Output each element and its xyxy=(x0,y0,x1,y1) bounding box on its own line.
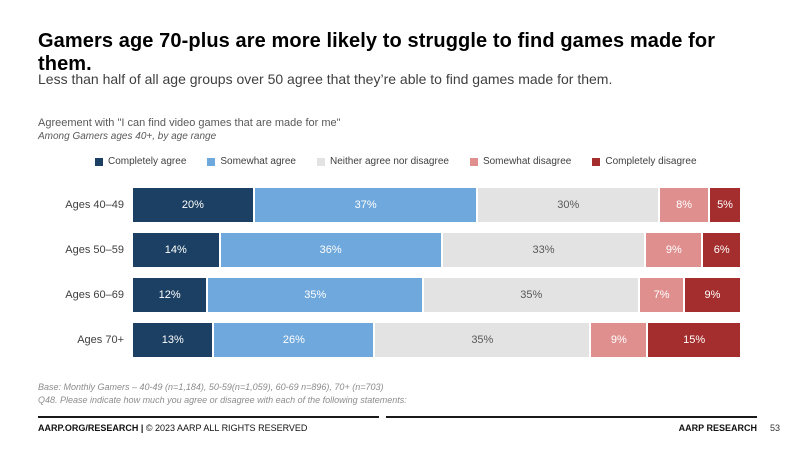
chart-row: Ages 70+ 13% 26% 35% 9% 15% xyxy=(38,323,740,357)
row-label: Ages 40–49 xyxy=(65,199,124,211)
bar-segment: 26% xyxy=(214,323,374,357)
legend-swatch-icon xyxy=(592,157,601,166)
legend-label: Completely agree xyxy=(108,156,187,167)
footer-divider-right xyxy=(386,416,757,418)
footer-brand: AARP.ORG/RESEARCH | xyxy=(38,423,144,433)
bar-segment: 9% xyxy=(646,233,702,267)
footer-divider xyxy=(38,416,757,418)
bar-segment: 35% xyxy=(208,278,423,312)
legend-item: Somewhat disagree xyxy=(469,156,572,167)
legend-item: Completely agree xyxy=(95,156,186,167)
bar-segment: 9% xyxy=(684,278,740,312)
row-label: Ages 70+ xyxy=(77,334,124,346)
row-label: Ages 50–59 xyxy=(65,244,124,256)
footer-copyright: © 2023 AARP ALL RIGHTS RESERVED xyxy=(143,423,308,433)
footer-left-text: AARP.ORG/RESEARCH | © 2023 AARP ALL RIGH… xyxy=(38,423,307,433)
footnote-line: Q48. Please indicate how much you agree … xyxy=(38,395,407,405)
legend-label: Neither agree nor disagree xyxy=(329,156,449,167)
page-number: 53 xyxy=(769,423,780,433)
stacked-bar: 14% 36% 33% 9% 6% xyxy=(133,233,741,267)
bar-segment: 5% xyxy=(710,188,740,222)
bar-segment: 9% xyxy=(591,323,647,357)
bar-segment: 35% xyxy=(375,323,590,357)
legend-item: Neither agree nor disagree xyxy=(316,156,449,167)
bar-segment: 12% xyxy=(133,278,207,312)
bar-segment: 15% xyxy=(648,323,740,357)
stacked-bar: 13% 26% 35% 9% 15% xyxy=(133,323,740,357)
stacked-bar-chart: Ages 40–49 20% 37% 30% 8% 5% Ages 50–59 14% 36% 3… xyxy=(38,188,741,368)
footer: AARP.ORG/RESEARCH | © 2023 AARP ALL RIGH… xyxy=(38,423,757,433)
legend-swatch-icon xyxy=(316,157,325,166)
bar-segment: 20% xyxy=(133,188,253,222)
legend-label: Completely disagree xyxy=(605,156,697,167)
legend-swatch-icon xyxy=(207,157,216,166)
bar-segment: 6% xyxy=(703,233,741,267)
legend-item: Completely disagree xyxy=(592,156,697,167)
chart-heading: Agreement with "I can find video games t… xyxy=(38,117,341,129)
stacked-bar: 20% 37% 30% 8% 5% xyxy=(133,188,740,222)
bar-segment: 30% xyxy=(478,188,659,222)
stacked-bar: 12% 35% 35% 7% 9% xyxy=(133,278,740,312)
legend-swatch-icon xyxy=(469,157,478,166)
legend-label: Somewhat disagree xyxy=(482,156,572,167)
chart-subheading: Among Gamers ages 40+, by age range xyxy=(38,131,217,142)
legend-label: Somewhat agree xyxy=(220,156,296,167)
bar-segment: 35% xyxy=(424,278,639,312)
footer-right-label: AARP RESEARCH xyxy=(678,423,757,433)
slide-subtitle: Less than half of all age groups over 50… xyxy=(38,71,613,87)
chart-legend: Completely agree Somewhat agree Neither ag… xyxy=(95,156,697,167)
bar-segment: 13% xyxy=(133,323,213,357)
bar-segment: 14% xyxy=(133,233,219,267)
bar-segment: 33% xyxy=(442,233,645,267)
bar-segment: 37% xyxy=(254,188,477,222)
footnote-line: Base: Monthly Gamers – 40-49 (n=1,184), … xyxy=(38,382,384,392)
chart-row: Ages 50–59 14% 36% 33% 9% 6% xyxy=(38,233,741,267)
chart-row: Ages 40–49 20% 37% 30% 8% 5% xyxy=(38,188,740,222)
bar-segment: 8% xyxy=(660,188,709,222)
footnotes: Base: Monthly Gamers – 40-49 (n=1,184), … xyxy=(38,381,760,407)
bar-segment: 36% xyxy=(220,233,441,267)
slide-title: Gamers age 70-plus are more likely to st… xyxy=(38,30,716,75)
row-label: Ages 60–69 xyxy=(65,289,124,301)
legend-item: Somewhat agree xyxy=(207,156,296,167)
bar-segment: 7% xyxy=(640,278,683,312)
footer-divider-left xyxy=(38,416,379,418)
chart-row: Ages 60–69 12% 35% 35% 7% 9% xyxy=(38,278,740,312)
legend-swatch-icon xyxy=(95,157,103,166)
